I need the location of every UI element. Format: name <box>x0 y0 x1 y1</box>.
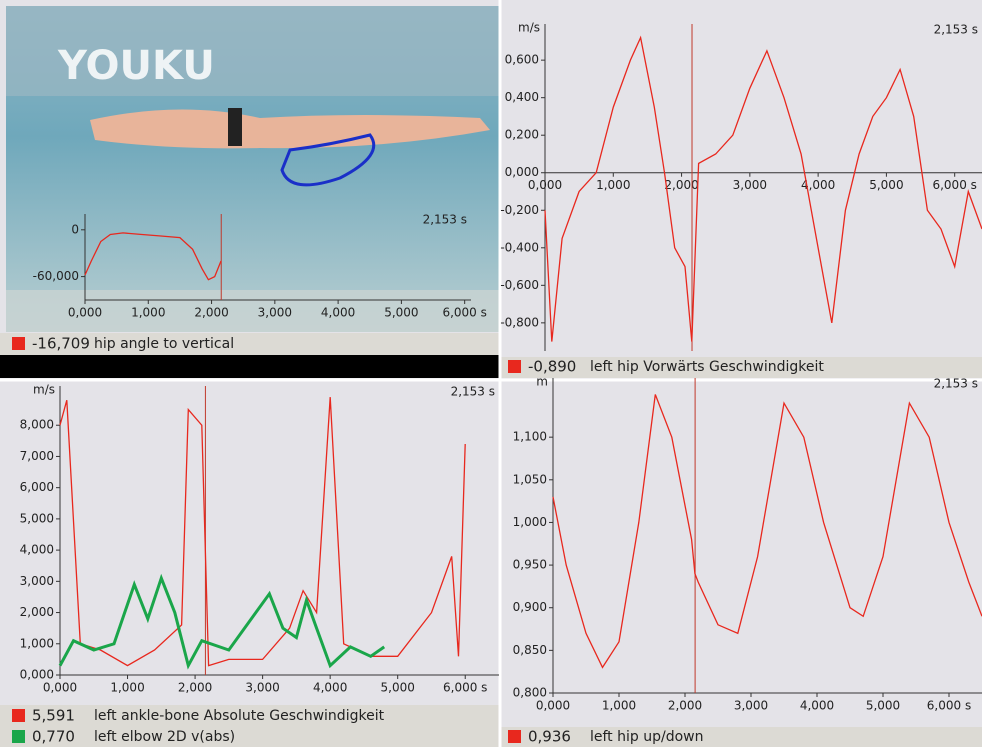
y-tick-label: 1,050 <box>513 472 547 486</box>
legend-name: left ankle-bone Absolute Geschwindigkeit <box>94 708 385 724</box>
x-tick-label: 0,000 <box>536 699 570 713</box>
cursor-label: 2,153 s <box>423 213 467 227</box>
legend-name: left hip Vorwärts Geschwindigkeit <box>590 359 824 375</box>
x-tick-label: 6,000 s <box>442 306 486 320</box>
legend-value: 0,936 <box>528 728 571 746</box>
x-tick-label: 5,000 <box>381 681 415 695</box>
legend-value: 5,591 <box>32 707 75 725</box>
y-unit: m/s <box>518 21 540 35</box>
screen: YOUKU 0 -60,000 0,000 1,000 2,000 3,000 4,000 5… <box>0 0 982 747</box>
legend-band <box>500 727 982 747</box>
cursor-label: 2,153 s <box>934 377 978 391</box>
y-tick-label: 0,900 <box>513 600 547 614</box>
x-tick-label: 4,000 <box>800 699 834 713</box>
x-tick-label: 3,000 <box>734 699 768 713</box>
y-tick-label: 0,000 <box>20 668 54 682</box>
y-tick-label: 8,000 <box>20 418 54 432</box>
x-tick-label: 5,000 <box>384 306 418 320</box>
x-tick-label: 3,000 <box>245 681 279 695</box>
y-tick-label: -0,200 <box>500 203 539 217</box>
x-tick-label: 6,000 s <box>932 178 976 192</box>
y-tick-label: 1,000 <box>20 636 54 650</box>
y-tick-label: 0,600 <box>505 53 539 67</box>
legend-name: left elbow 2D v(abs) <box>94 729 235 745</box>
y-tick-label: 0,800 <box>513 686 547 700</box>
legend-swatch <box>12 730 25 743</box>
x-tick-label: 1,000 <box>596 178 630 192</box>
black-bar <box>0 355 500 378</box>
x-tick-label: 6,000 s <box>927 699 971 713</box>
y-unit: m <box>536 375 548 389</box>
cursor-label: 2,153 s <box>934 23 978 37</box>
y-tick-label: 5,000 <box>20 511 54 525</box>
y-tick-label: 0 <box>71 222 79 236</box>
y-tick-label: 0,000 <box>505 165 539 179</box>
x-tick-label: 4,000 <box>313 681 347 695</box>
y-tick-label: 6,000 <box>20 480 54 494</box>
page: YOUKU 0 -60,000 0,000 1,000 2,000 3,000 4,000 5… <box>0 0 982 747</box>
legend-swatch <box>508 730 521 743</box>
y-tick-label: 0,400 <box>505 90 539 104</box>
x-tick-label: 5,000 <box>866 699 900 713</box>
y-tick-label: 1,000 <box>513 515 547 529</box>
x-tick-label: 0,000 <box>43 681 77 695</box>
legend-name: left hip up/down <box>590 729 703 745</box>
x-tick-label: 0,000 <box>68 306 102 320</box>
legend-swatch <box>508 360 521 373</box>
x-tick-label: 4,000 <box>321 306 355 320</box>
y-tick-label: 4,000 <box>20 543 54 557</box>
legend-value: -16,709 <box>32 335 90 353</box>
legend-swatch <box>12 337 25 350</box>
y-tick-label: 1,100 <box>513 430 547 444</box>
y-tick-label: 0,950 <box>513 558 547 572</box>
x-tick-label: 3,000 <box>258 306 292 320</box>
y-tick-label: -0,600 <box>500 278 539 292</box>
legend-value: 0,770 <box>32 728 75 746</box>
legend-name: hip angle to vertical <box>94 336 234 352</box>
legend-value: -0,890 <box>528 358 576 376</box>
x-tick-label: 3,000 <box>733 178 767 192</box>
y-tick-label: 0,850 <box>513 643 547 657</box>
y-unit: m/s <box>33 383 55 397</box>
x-tick-label: 6,000 s <box>443 681 487 695</box>
x-tick-label: 2,000 <box>668 699 702 713</box>
x-tick-label: 1,000 <box>131 306 165 320</box>
y-tick-label: 0,200 <box>505 128 539 142</box>
y-tick-label: 2,000 <box>20 605 54 619</box>
swimmer-band <box>228 108 242 146</box>
x-tick-label: 5,000 <box>869 178 903 192</box>
x-tick-label: 1,000 <box>602 699 636 713</box>
cursor-label: 2,153 s <box>451 385 495 399</box>
x-tick-label: 2,000 <box>194 306 228 320</box>
y-tick-label: 7,000 <box>20 449 54 463</box>
y-tick-label: -0,800 <box>500 315 539 329</box>
x-tick-label: 0,000 <box>528 178 562 192</box>
x-tick-label: 1,000 <box>110 681 144 695</box>
y-tick-label: 3,000 <box>20 574 54 588</box>
legend-swatch <box>12 709 25 722</box>
x-tick-label: 2,000 <box>664 178 698 192</box>
watermark: YOUKU <box>57 43 215 89</box>
y-tick-label: -60,000 <box>33 269 79 283</box>
x-tick-label: 2,000 <box>178 681 212 695</box>
y-tick-label: -0,400 <box>500 240 539 254</box>
